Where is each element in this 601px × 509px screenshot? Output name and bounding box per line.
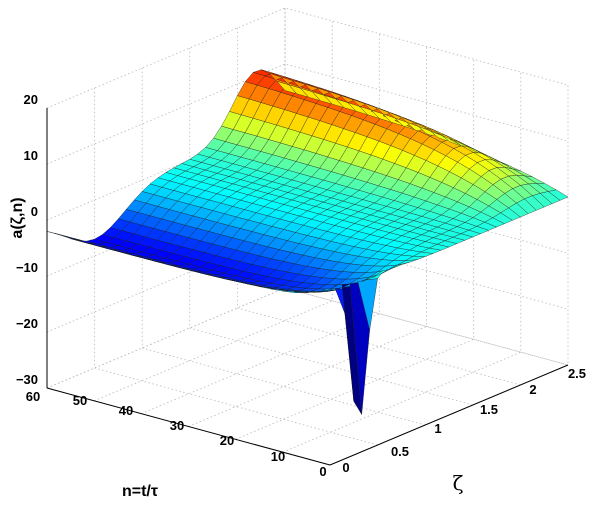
zeta-tick-label: 0.5 xyxy=(391,444,409,459)
z-tick-label: 10 xyxy=(24,148,38,163)
n-tick-label: 20 xyxy=(220,433,234,448)
z-gridline xyxy=(46,287,569,389)
z-tick-label: −20 xyxy=(16,316,38,331)
z-axis-title: a(ζ,n) xyxy=(9,197,26,238)
axis-layer xyxy=(46,108,569,466)
n-tick-label: 40 xyxy=(119,403,133,418)
zeta-axis-line xyxy=(329,364,569,466)
zeta-tick-label: 1.5 xyxy=(480,402,498,417)
n-tick-label: 60 xyxy=(26,389,40,404)
z-tick-label: 0 xyxy=(31,204,38,219)
n-gridline xyxy=(329,85,569,466)
n-gridline xyxy=(282,72,522,453)
zeta-gridline xyxy=(141,68,426,426)
zeta-tick-label: 1 xyxy=(434,421,441,436)
n-axis-line xyxy=(46,387,331,466)
z-tick-label: −30 xyxy=(16,372,38,387)
zeta-gridline xyxy=(94,88,378,446)
n-tick-label: 10 xyxy=(271,449,285,464)
n-tick-label: 30 xyxy=(170,418,184,433)
surface-mesh xyxy=(46,69,569,415)
zeta-axis-title: ζ xyxy=(453,471,464,495)
n-tick-label: 0 xyxy=(319,464,326,479)
zeta-gridline xyxy=(236,28,521,386)
zeta-gridline xyxy=(189,48,473,406)
n-tick-label: 50 xyxy=(73,393,87,408)
surface-patch xyxy=(547,189,569,201)
zeta-tick-label: 2 xyxy=(529,382,536,397)
n-axis-title: n=t/τ xyxy=(122,483,158,500)
z-tick-label: −10 xyxy=(16,260,38,275)
zeta-tick-label: 2.5 xyxy=(568,366,586,381)
zeta-tick-label: 0 xyxy=(342,460,349,475)
z-tick-label: 20 xyxy=(24,92,38,107)
